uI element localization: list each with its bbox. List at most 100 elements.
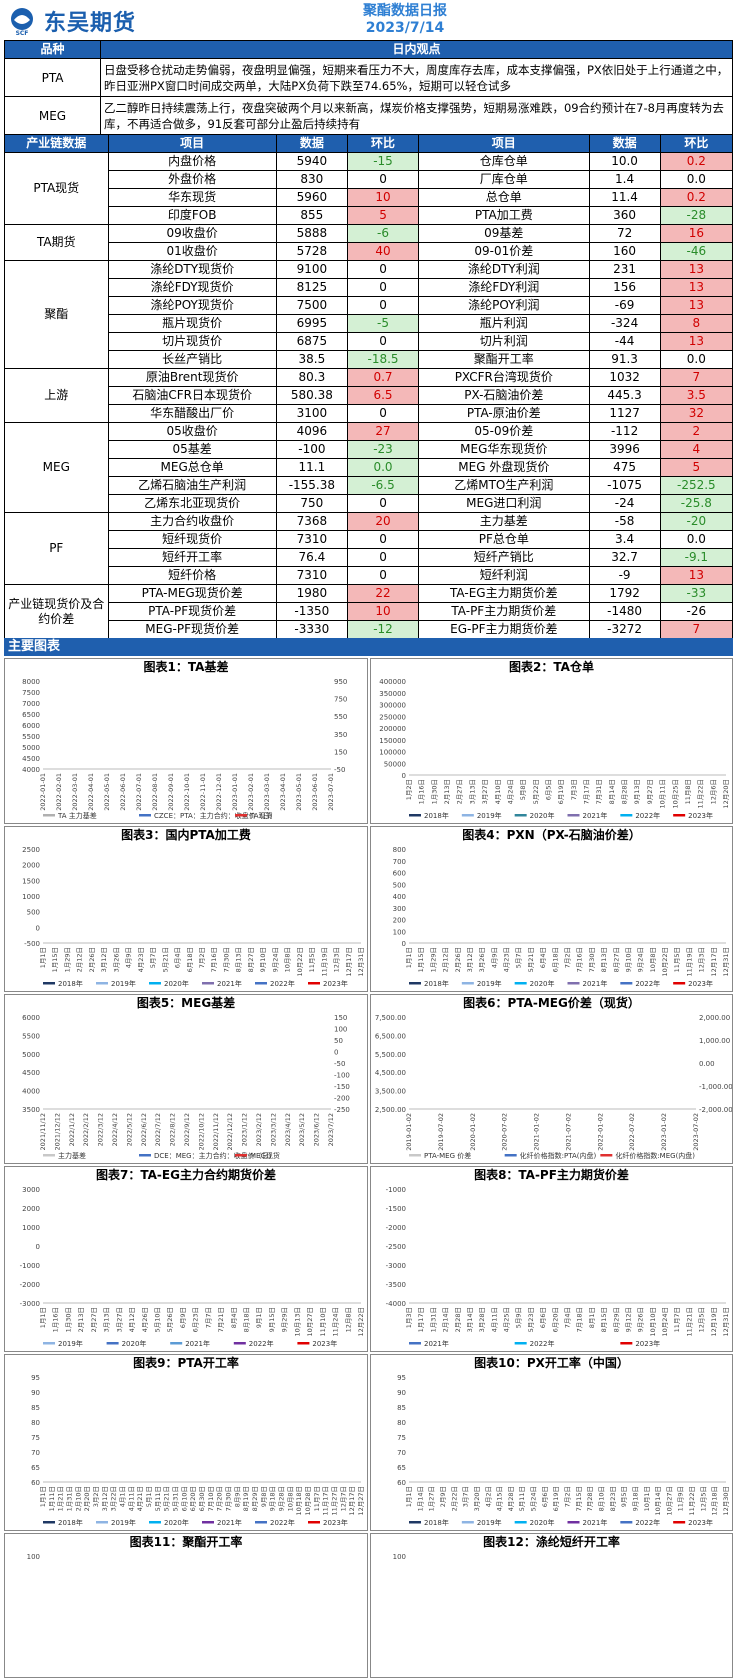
- report-title: 聚酯数据日报 2023/7/14: [330, 3, 480, 37]
- x-tick-label: 11月5日: [308, 947, 316, 972]
- x-tick-label: 1月27日: [428, 1486, 436, 1511]
- x-tick-label: 6月6日: [539, 1307, 547, 1328]
- table-row: PTA-PF现货价差 -1350 10 TA-PF主力期货价差 -1480 -26: [5, 602, 734, 621]
- x-tick-label: 9月15日: [268, 1307, 276, 1332]
- item-name: EG-PF主力期货价差: [418, 620, 590, 639]
- item-name: 长丝产销比: [107, 350, 277, 369]
- x-tick-label: 4月23日: [137, 947, 145, 972]
- chart-title: 图表12：涤纶短纤开工率: [483, 1535, 620, 1549]
- item-value: 10.0: [588, 152, 661, 171]
- item-change: -252.5: [659, 476, 734, 495]
- legend-swatch: [96, 1521, 108, 1524]
- item-name: 乙烯东北亚现货价: [107, 494, 277, 513]
- legend-label: 2019年: [58, 1339, 83, 1348]
- chart-title: 图表8：TA-PF主力期货价差: [474, 1168, 629, 1182]
- item-change: 13: [659, 332, 734, 351]
- y-tick-label: -1000: [20, 1262, 40, 1270]
- y-tick-label: 80: [397, 1419, 406, 1427]
- item-change: 40: [346, 242, 420, 261]
- x-tick-label: 3月2日: [92, 1486, 100, 1507]
- table-header: 产业链数据: [4, 134, 109, 153]
- y2-tick-label: 0: [334, 1049, 338, 1057]
- item-value: 76.4: [275, 548, 348, 567]
- x-tick-label: 2022-07-01: [135, 773, 143, 811]
- item-change: 0: [346, 170, 420, 189]
- x-tick-label: 2022/2/12: [82, 1113, 90, 1146]
- x-tick-label: 8月4日: [230, 1307, 238, 1328]
- y-tick-label: 5500: [22, 1032, 40, 1040]
- item-change: -20: [659, 512, 734, 531]
- x-tick-label: 8月19日: [242, 1486, 250, 1511]
- table-row: 短纤开工率 76.4 0 短纤产销比 32.7 -9.1: [5, 548, 734, 567]
- legend-swatch: [409, 1342, 421, 1345]
- table-row: 涤纶FDY现货价 8125 0 涤纶FDY利润 156 13: [5, 278, 734, 297]
- x-tick-label: 2022-02-01: [55, 773, 63, 811]
- legend-swatch: [620, 1521, 633, 1524]
- legend-swatch: [96, 982, 108, 985]
- item-value: -155.38: [275, 476, 348, 495]
- x-tick-label: 2月13日: [443, 779, 451, 804]
- x-tick-label: 2023/3/12: [269, 1113, 277, 1146]
- x-tick-label: 1月2日: [405, 779, 413, 800]
- x-tick-label: 7月16日: [210, 947, 218, 972]
- legend-label: CZCE：PTA：主力合约：收盘价（日）: [154, 811, 277, 820]
- item-value: 32.7: [588, 548, 661, 567]
- x-tick-label: 3月28日: [478, 1307, 486, 1332]
- x-tick-label: 10月27日: [665, 1486, 673, 1516]
- x-tick-label: 1月30日: [64, 1307, 72, 1332]
- chart-title: 图表2：TA仓单: [509, 660, 594, 674]
- x-tick-label: 7月2日: [564, 1486, 572, 1507]
- x-tick-label: 8月14日: [608, 779, 616, 804]
- y-tick-label: 500: [393, 881, 406, 889]
- y-tick-label: 6,500.00: [375, 1032, 406, 1040]
- x-tick-label: 6月19日: [552, 1486, 560, 1511]
- x-tick-label: 1月31日: [429, 1307, 437, 1332]
- y-tick-label: 100: [393, 1553, 406, 1561]
- legend-swatch: [514, 1521, 527, 1524]
- legend-label: 2020年: [122, 1339, 147, 1348]
- item-value: 38.5: [275, 350, 348, 369]
- item-value: -324: [588, 314, 661, 333]
- x-tick-label: 3月26日: [112, 947, 120, 972]
- x-tick-label: 5月7日: [515, 947, 523, 968]
- x-tick-label: 11月22日: [697, 779, 705, 809]
- legend-label: 2022年: [635, 1518, 660, 1527]
- x-tick-label: 4月9日: [490, 947, 498, 968]
- item-change: -33: [659, 584, 734, 603]
- item-value: 160: [588, 242, 661, 261]
- item-change: -6.5: [346, 476, 420, 495]
- x-tick-label: 2022-09-01: [167, 773, 175, 811]
- y2-tick-label: 950: [334, 678, 347, 686]
- x-tick-label: 5月26日: [166, 1307, 174, 1332]
- legend-swatch: [43, 1521, 55, 1524]
- y-tick-label: 3,500.00: [375, 1088, 406, 1096]
- y-tick-label: 100: [393, 928, 406, 936]
- item-change: 22: [346, 584, 420, 603]
- x-tick-label: 2023-03-01: [263, 773, 271, 811]
- x-tick-label: 9月13日: [633, 779, 641, 804]
- table-row: MEG-PF现货价差 -3330 -12 EG-PF主力期货价差 -3272 7: [5, 620, 734, 639]
- x-tick-label: 2022/7/12: [154, 1113, 162, 1146]
- legend-label: 2023年: [323, 979, 348, 988]
- item-value: 475: [588, 458, 661, 477]
- x-tick-label: 12月18日: [711, 1486, 719, 1516]
- item-value: -9: [588, 566, 661, 585]
- x-tick-label: 2023-01-02: [660, 1113, 668, 1151]
- x-tick-label: 6月10日: [180, 1486, 188, 1511]
- x-tick-label: 12月20日: [722, 779, 730, 809]
- x-tick-label: 3月7日: [462, 1486, 470, 1507]
- y-tick-label: 95: [31, 1374, 40, 1382]
- x-tick-label: 12月17日: [348, 1486, 356, 1516]
- legend-label: 2021年: [185, 1339, 210, 1348]
- view-text: 乙二醇昨日持续震荡上行，夜盘突破两个月以来新高，煤炭价格支撑强势，短期易涨难跌，…: [100, 96, 733, 135]
- item-value: 750: [275, 494, 348, 513]
- x-tick-label: 11月19日: [685, 947, 693, 977]
- x-tick-label: 5月31日: [172, 1486, 180, 1511]
- view-table: 品种 日内观点 PTA 日盘受移仓扰动走势偏弱，夜盘明显偏强，短期来看压力不大，周度…: [4, 40, 733, 135]
- y-tick-label: 200: [393, 917, 406, 925]
- y-tick-label: 600: [393, 870, 406, 878]
- y-tick-label: 60: [397, 1479, 406, 1487]
- x-tick-label: 4月11日: [127, 1486, 135, 1511]
